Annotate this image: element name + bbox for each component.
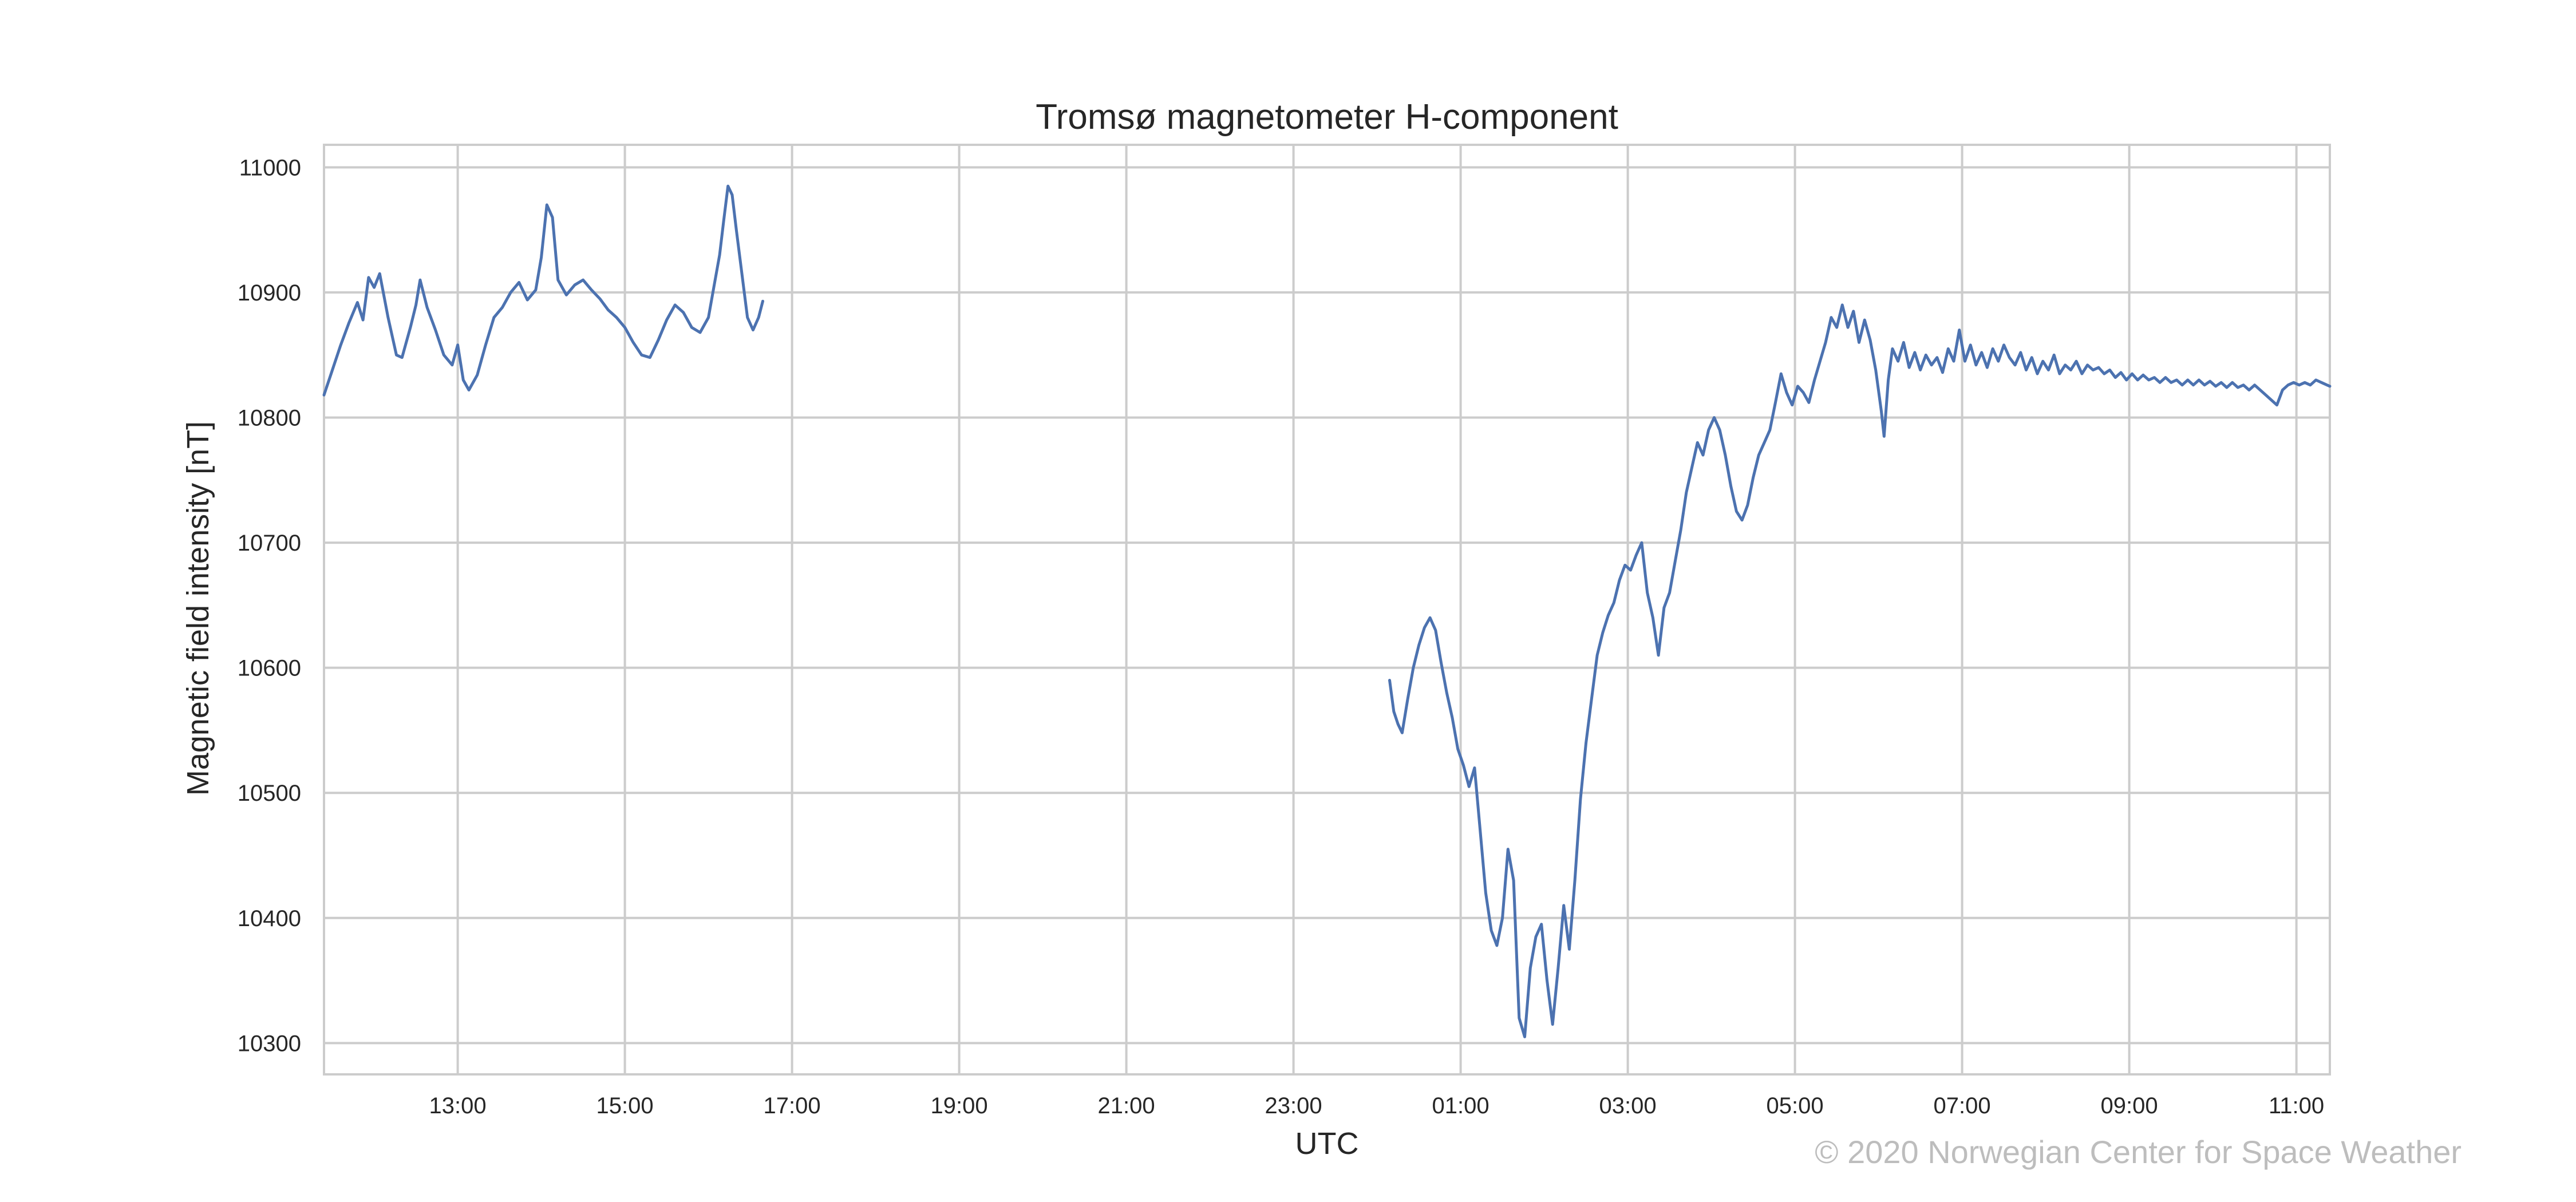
y-tick-label: 10700 — [238, 531, 301, 556]
x-tick-labels: 13:00 15:00 17:00 19:00 21:00 23:00 01:00 03:00… — [429, 1093, 2325, 1118]
y-tick-label: 10800 — [238, 405, 301, 430]
x-tick-label: 19:00 — [931, 1093, 988, 1118]
x-axis-label: UTC — [1295, 1126, 1359, 1161]
grid-lines — [324, 145, 2330, 1074]
y-tick-label: 10300 — [238, 1031, 301, 1056]
copyright-notice: © 2020 Norwegian Center for Space Weathe… — [1815, 1134, 2462, 1170]
x-tick-label: 05:00 — [1767, 1093, 1824, 1118]
x-tick-label: 11:00 — [2269, 1093, 2324, 1118]
x-tick-label: 17:00 — [764, 1093, 821, 1118]
y-tick-label: 11000 — [239, 155, 301, 180]
y-tick-labels: 10300 10400 10500 10600 10700 10800 10900 11000 — [238, 155, 301, 1056]
x-tick-label: 07:00 — [1934, 1093, 1991, 1118]
x-tick-label: 01:00 — [1432, 1093, 1490, 1118]
series-line-segment — [1388, 303, 2332, 1038]
x-tick-label: 23:00 — [1265, 1093, 1322, 1118]
y-tick-label: 10500 — [238, 781, 301, 806]
x-tick-label: 13:00 — [429, 1093, 487, 1118]
chart-title: Tromsø magnetometer H-component — [1036, 97, 1618, 137]
plot-frame — [323, 144, 2331, 1076]
series-group — [322, 184, 2332, 1038]
y-tick-label: 10400 — [238, 906, 301, 931]
x-tick-label: 21:00 — [1098, 1093, 1155, 1118]
y-tick-label: 10900 — [238, 280, 301, 306]
y-axis-label: Magnetic field intensity [nT] — [181, 421, 215, 796]
y-tick-label: 10600 — [238, 656, 301, 681]
x-tick-label: 03:00 — [1599, 1093, 1657, 1118]
x-tick-label: 09:00 — [2101, 1093, 2158, 1118]
series-line-segment — [322, 184, 764, 397]
x-tick-label: 15:00 — [596, 1093, 654, 1118]
